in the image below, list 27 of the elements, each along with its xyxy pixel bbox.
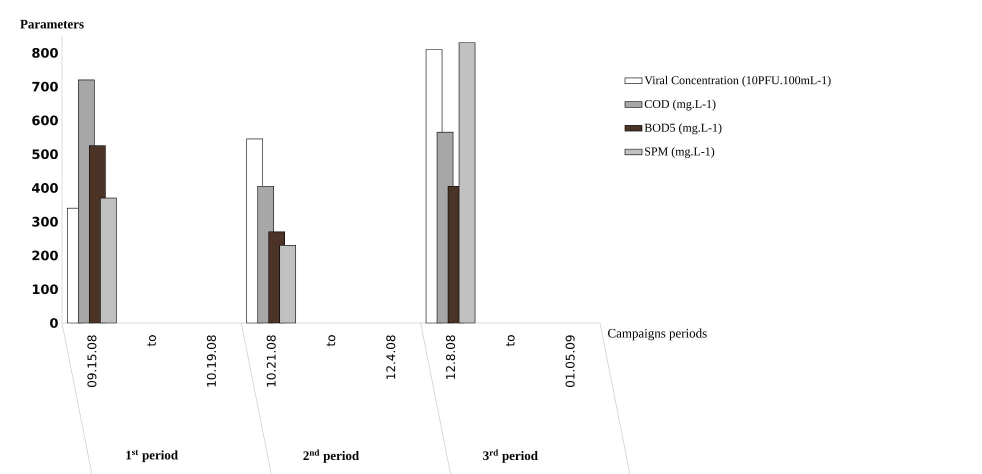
- y-tick-label: 700: [32, 82, 58, 92]
- legend-label: COD (mg.L-1): [644, 100, 716, 110]
- x-tick-label: to: [506, 335, 515, 346]
- x-tick-label: 12.8.08: [446, 335, 456, 379]
- y-tick-label: 800: [32, 48, 58, 58]
- x-tick-label: 10.19.08: [206, 335, 216, 386]
- legend-label: Viral Concentration (10PFU.100mL-1): [644, 76, 831, 87]
- y-tick-label: 200: [32, 250, 58, 260]
- y-tick-label: 600: [32, 116, 58, 126]
- y-axis-title: Parameters: [20, 20, 84, 28]
- x-tick-label: 01.05.09: [566, 335, 575, 387]
- x-tick-label: 09.15.08: [87, 335, 96, 387]
- y-tick-label: 300: [32, 216, 58, 227]
- y-tick-label: 500: [32, 149, 58, 160]
- x-tick-label: 10.21.08: [266, 335, 276, 386]
- y-tick-label: 100: [32, 284, 58, 294]
- x-tick-label: to: [147, 335, 156, 346]
- y-tick-label: 0: [50, 318, 58, 328]
- x-tick-label: to: [326, 335, 336, 346]
- x-axis-title: Campaigns periods: [608, 328, 707, 340]
- legend-label: BOD5 (mg.L-1): [644, 123, 722, 134]
- text: 1$^{st}$ period: [126, 450, 178, 462]
- y-tick-label: 400: [32, 183, 58, 193]
- text: 3$^{rd}$ period: [483, 449, 538, 463]
- x-tick-label: 12.4.08: [386, 335, 396, 379]
- legend-label: SPM (mg.L-1): [645, 147, 714, 158]
- text: 2$^{nd}$ period: [303, 449, 359, 463]
